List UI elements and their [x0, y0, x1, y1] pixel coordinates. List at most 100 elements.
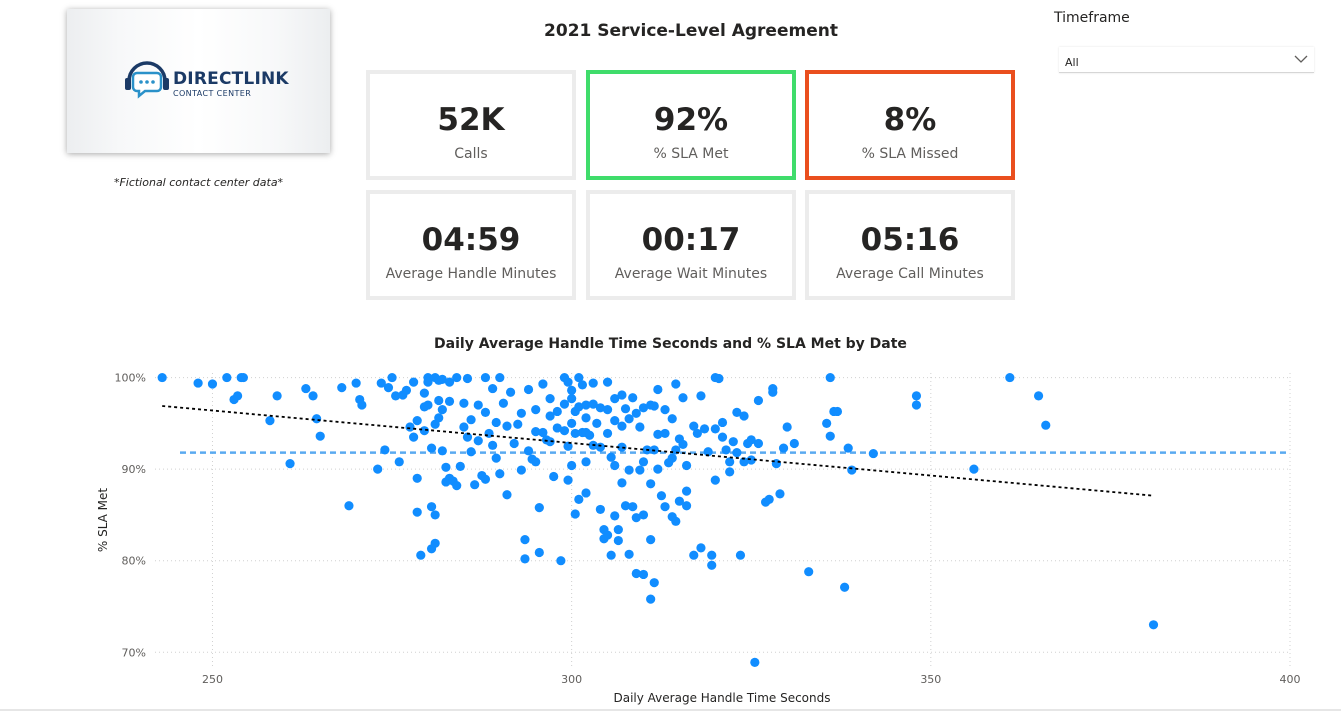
scatter-point[interactable]: [681, 460, 692, 471]
scatter-point[interactable]: [739, 411, 749, 421]
scatter-point[interactable]: [473, 400, 483, 410]
scatter-point[interactable]: [689, 550, 699, 560]
scatter-point[interactable]: [667, 414, 677, 424]
scatter-point[interactable]: [725, 467, 735, 477]
scatter-point[interactable]: [401, 385, 412, 395]
scatter-point[interactable]: [620, 501, 631, 511]
scatter-point[interactable]: [649, 578, 659, 588]
scatter-point[interactable]: [538, 379, 548, 389]
scatter-point[interactable]: [768, 383, 778, 394]
scatter-point[interactable]: [405, 422, 415, 432]
scatter-point[interactable]: [595, 403, 605, 413]
scatter-point[interactable]: [699, 424, 710, 434]
scatter-point[interactable]: [592, 418, 602, 428]
scatter-point[interactable]: [563, 441, 573, 451]
scatter-point[interactable]: [480, 372, 491, 383]
scatter-point[interactable]: [660, 428, 670, 439]
scatter-point[interactable]: [505, 387, 516, 397]
scatter-point[interactable]: [753, 438, 764, 449]
scatter-point[interactable]: [613, 524, 623, 535]
scatter-point[interactable]: [344, 501, 354, 511]
scatter-point[interactable]: [671, 516, 681, 526]
scatter-point[interactable]: [455, 461, 465, 471]
scatter-point[interactable]: [678, 393, 688, 403]
scatter-point[interactable]: [480, 474, 491, 484]
scatter-point[interactable]: [531, 405, 541, 415]
kpi-card-average-wait-minutes[interactable]: 00:17 Average Wait Minutes: [586, 190, 796, 300]
scatter-point[interactable]: [732, 448, 742, 458]
scatter-point[interactable]: [692, 428, 702, 439]
scatter-point[interactable]: [567, 418, 577, 428]
scatter-point[interactable]: [653, 384, 663, 395]
scatter-point[interactable]: [426, 443, 437, 453]
scatter-point[interactable]: [581, 413, 591, 423]
scatter-point[interactable]: [434, 395, 444, 406]
scatter-point[interactable]: [419, 388, 429, 398]
scatter-point[interactable]: [750, 657, 760, 667]
scatter-point[interactable]: [778, 443, 789, 453]
scatter-point[interactable]: [868, 448, 878, 459]
scatter-point[interactable]: [660, 405, 670, 415]
scatter-point[interactable]: [624, 414, 634, 424]
scatter-point[interactable]: [585, 430, 595, 440]
scatter-point[interactable]: [441, 462, 451, 472]
scatter-point[interactable]: [545, 394, 555, 404]
scatter-point[interactable]: [394, 457, 404, 467]
scatter-point[interactable]: [498, 398, 509, 408]
scatter-point[interactable]: [1033, 391, 1044, 401]
scatter-point[interactable]: [602, 530, 613, 540]
scatter-point[interactable]: [520, 535, 530, 545]
scatter-point[interactable]: [602, 428, 613, 439]
scatter-point[interactable]: [516, 465, 526, 475]
scatter-point[interactable]: [635, 465, 645, 475]
scatter-point[interactable]: [426, 502, 437, 512]
scatter-point[interactable]: [638, 403, 649, 413]
scatter-point[interactable]: [437, 446, 447, 456]
scatter-point[interactable]: [423, 377, 433, 387]
scatter-point[interactable]: [520, 554, 530, 564]
scatter-point[interactable]: [462, 373, 473, 384]
scatter-point[interactable]: [1148, 620, 1159, 630]
scatter-point[interactable]: [911, 391, 922, 401]
scatter-point[interactable]: [653, 464, 663, 474]
scatter-point[interactable]: [581, 457, 591, 467]
scatter-point[interactable]: [574, 402, 584, 412]
scatter-point[interactable]: [725, 457, 735, 467]
scatter-point[interactable]: [681, 501, 692, 511]
scatter-point[interactable]: [462, 432, 473, 442]
scatter-point[interactable]: [452, 372, 462, 383]
scatter-point[interactable]: [387, 372, 397, 383]
scatter-point[interactable]: [308, 391, 318, 401]
scatter-point[interactable]: [538, 427, 548, 438]
scatter-point[interactable]: [581, 400, 591, 410]
scatter-point[interactable]: [789, 438, 799, 449]
scatter-point[interactable]: [502, 421, 512, 431]
scatter-point[interactable]: [617, 421, 627, 431]
scatter-point[interactable]: [707, 560, 717, 570]
scatter-point[interactable]: [470, 480, 480, 490]
scatter-point[interactable]: [549, 471, 559, 482]
scatter-point[interactable]: [523, 446, 534, 456]
scatter-point[interactable]: [373, 464, 383, 474]
scatter-point[interactable]: [707, 550, 717, 560]
scatter-point[interactable]: [272, 391, 282, 401]
scatter-point[interactable]: [646, 479, 656, 489]
scatter-point[interactable]: [825, 431, 835, 441]
scatter-point[interactable]: [602, 405, 613, 415]
scatter-point[interactable]: [620, 404, 631, 414]
kpi-card-average-handle-minutes[interactable]: 04:59 Average Handle Minutes: [366, 190, 576, 300]
scatter-point[interactable]: [285, 459, 295, 469]
scatter-point[interactable]: [567, 385, 577, 395]
scatter-point[interactable]: [437, 405, 447, 415]
scatter-point[interactable]: [678, 439, 688, 450]
scatter-point[interactable]: [689, 421, 699, 431]
scatter-point[interactable]: [746, 455, 756, 465]
scatter-point[interactable]: [646, 535, 656, 545]
scatter-point[interactable]: [452, 481, 462, 491]
scatter-point[interactable]: [969, 464, 979, 474]
scatter-point[interactable]: [728, 437, 738, 447]
scatter-point[interactable]: [624, 465, 634, 475]
scatter-point[interactable]: [430, 538, 440, 548]
scatter-point[interactable]: [631, 408, 641, 418]
scatter-point[interactable]: [631, 513, 641, 523]
